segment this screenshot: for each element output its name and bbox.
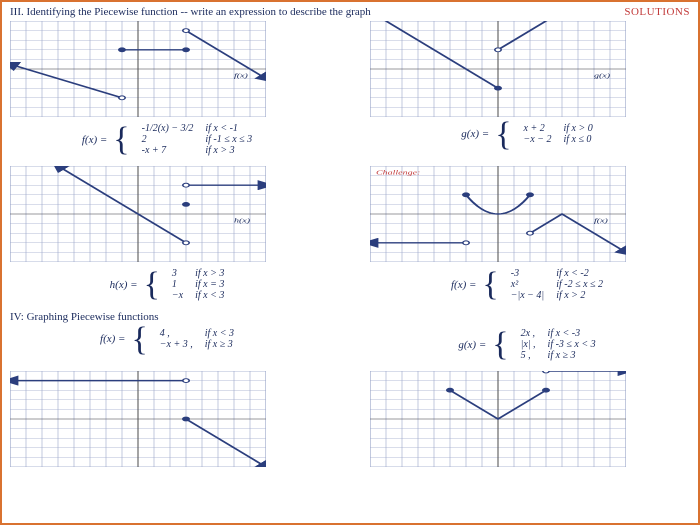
svg-text:Challenge:: Challenge: xyxy=(376,169,421,176)
svg-text:g(x): g(x) xyxy=(594,72,610,79)
cases-s4l: 4 ,if x < 3−x + 3 ,if x ≥ 3 xyxy=(154,328,240,350)
formula-h: h(x) = { 3if x > 3 1if x = 3−xif x < 3 xyxy=(10,268,330,301)
graph-challenge: Challenge: f(x) xyxy=(370,166,626,262)
func-name: f(x) = xyxy=(82,134,107,146)
cell-challenge: Challenge: f(x) f(x) = { -3if x < -2 x²if… xyxy=(370,166,690,307)
cases-h: 3if x > 3 1if x = 3−xif x < 3 xyxy=(166,268,230,301)
section-3-title: III. Identifying the Piecewise function … xyxy=(10,6,371,18)
func-name: f(x) = xyxy=(451,279,476,291)
cases-s4r: 2x ,if x < -3 |x| ,if -3 ≤ x < 3 5 ,if x… xyxy=(515,328,602,361)
svg-text:h(x): h(x) xyxy=(234,217,250,224)
formula-challenge: f(x) = { -3if x < -2 x²if -2 ≤ x ≤ 2−|x … xyxy=(370,268,690,301)
brace-icon: { xyxy=(113,131,129,148)
cell-f: f(x) f(x) = { -1/2(x) − 3/2if x < -12if … xyxy=(10,21,330,162)
graph-s4l xyxy=(10,371,266,467)
brace-icon: { xyxy=(482,276,498,293)
func-name: g(x) = xyxy=(461,128,489,140)
formula-g: g(x) = { x + 2if x > 0−x − 2if x ≤ 0 xyxy=(370,123,690,145)
row-3-formulas: f(x) = { 4 ,if x < 3−x + 3 ,if x ≥ 3 g(x… xyxy=(10,325,690,367)
row-1: f(x) f(x) = { -1/2(x) − 3/2if x < -12if … xyxy=(10,21,690,162)
brace-icon: { xyxy=(492,336,508,353)
brace-icon: { xyxy=(131,331,147,348)
brace-icon: { xyxy=(495,126,511,143)
cell-g: g(x) g(x) = { x + 2if x > 0−x − 2if x ≤ … xyxy=(370,21,690,162)
func-name: h(x) = xyxy=(110,279,138,291)
graph-h: h(x) xyxy=(10,166,266,262)
func-name: g(x) = xyxy=(458,339,486,351)
svg-text:f(x): f(x) xyxy=(234,72,248,79)
formula-s4r: g(x) = { 2x ,if x < -3 |x| ,if -3 ≤ x < … xyxy=(370,328,690,361)
solutions-label: SOLUTIONS xyxy=(624,6,690,18)
formula-s4l: f(x) = { 4 ,if x < 3−x + 3 ,if x ≥ 3 xyxy=(10,328,330,350)
func-name: f(x) = xyxy=(100,333,125,345)
graph-s4r xyxy=(370,371,626,467)
row-3-graphs xyxy=(10,371,690,467)
cases-g: x + 2if x > 0−x − 2if x ≤ 0 xyxy=(518,123,599,145)
graph-g: g(x) xyxy=(370,21,626,117)
brace-icon: { xyxy=(144,276,160,293)
row-2: h(x) h(x) = { 3if x > 3 1if x = 3−xif x … xyxy=(10,166,690,307)
cases-f: -1/2(x) − 3/2if x < -12if -1 ≤ x ≤ 3-x +… xyxy=(136,123,259,156)
formula-f: f(x) = { -1/2(x) − 3/2if x < -12if -1 ≤ … xyxy=(10,123,330,156)
graph-f: f(x) xyxy=(10,21,266,117)
section-4-title: IV: Graphing Piecewise functions xyxy=(10,311,690,323)
cases-challenge: -3if x < -2 x²if -2 ≤ x ≤ 2−|x − 4|if x … xyxy=(505,268,609,301)
svg-text:f(x): f(x) xyxy=(594,217,608,224)
header: III. Identifying the Piecewise function … xyxy=(10,6,690,18)
cell-h: h(x) h(x) = { 3if x > 3 1if x = 3−xif x … xyxy=(10,166,330,307)
